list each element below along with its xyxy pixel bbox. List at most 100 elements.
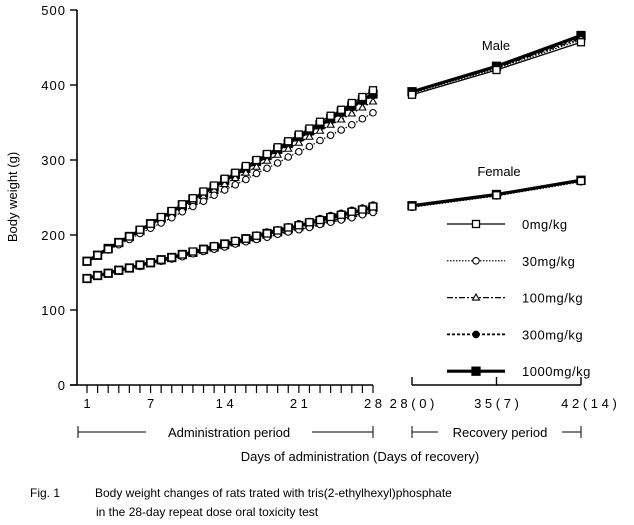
- series-male-30mg-per-kg-point: [263, 164, 271, 173]
- x-tick-label: 1 4: [216, 396, 234, 411]
- x-tick-label: 2 8: [364, 396, 382, 411]
- y-tick-label: 400: [41, 78, 66, 93]
- series-male-0mg-per-kg-point: [93, 251, 102, 260]
- series-male-30mg-per-kg-point: [295, 147, 303, 156]
- series-male-100mg-per-kg-point: [368, 96, 378, 105]
- series-male-30mg-per-kg-point: [178, 207, 187, 216]
- legend: 0mg/kg 30mg/kg 100mg/kg 300mg/kg 1000mg/kg: [447, 217, 591, 379]
- series-female-0mg-per-kg-point: [125, 263, 134, 273]
- series-male-100mg-per-kg-point: [273, 150, 283, 158]
- legend-marker: [471, 219, 481, 229]
- series-male-0mg-per-kg-point: [273, 143, 282, 152]
- series-female-0mg-per-kg-point: [326, 212, 335, 222]
- series-male-0mg-per-kg-point: [326, 111, 335, 120]
- series-male-100mg-per-kg-point: [262, 156, 272, 164]
- y-tick-label: 0: [58, 378, 66, 393]
- series-male-30mg-per-kg-point: [358, 114, 367, 123]
- admin-period-label: Administration period: [168, 425, 290, 440]
- recovery-tick-label: 4 2 ( 1 4 ): [561, 396, 617, 411]
- series-lines: [86, 33, 582, 281]
- series-male-30mg-per-kg-point: [199, 197, 208, 206]
- y-tick-label: 500: [41, 3, 66, 18]
- series-male-100mg-per-kg-point: [252, 162, 261, 170]
- series-female-0mg-per-kg-point: [576, 176, 586, 186]
- series-male-0mg-per-kg-point: [209, 181, 219, 190]
- series-male-0mg-per-kg-point: [231, 168, 240, 177]
- series-male-0mg-per-kg-point: [82, 257, 92, 266]
- y-tick-label: 300: [41, 153, 66, 168]
- series-male-0mg-per-kg-point: [407, 90, 417, 99]
- series-female-0mg-per-kg-point: [368, 202, 378, 211]
- series-male-30mg-per-kg-admin-line: [86, 112, 374, 262]
- y-tick-label: 200: [41, 228, 66, 243]
- series-male-0mg-per-kg-point: [199, 187, 208, 196]
- x-tick-label: 2 1: [290, 396, 308, 411]
- series-male-30mg-per-kg-point: [242, 175, 250, 184]
- axes: 0 100 200 300 400 500 1 7 1 4 2 1 2 8 2 8 ( 0 ) 3 5 …: [41, 3, 617, 441]
- series-female-0mg-per-kg-point: [135, 260, 145, 270]
- series-male-100mg-per-kg-point: [294, 138, 304, 146]
- series-male-100mg-per-kg-admin-line: [86, 100, 374, 262]
- series-male-100mg-per-kg-point: [230, 173, 240, 182]
- male-label: Male: [482, 38, 510, 53]
- series-male-30mg-per-kg-point: [231, 180, 240, 189]
- series-female-0mg-per-kg-point: [241, 234, 251, 243]
- series-female-0mg-per-kg-point: [273, 226, 282, 235]
- series-male-0mg-per-kg-point: [220, 174, 229, 183]
- series-female-0mg-per-kg-point: [93, 271, 102, 280]
- legend-label: 30mg/kg: [522, 254, 575, 269]
- legend-label: 1000mg/kg: [522, 364, 591, 379]
- series-male-30mg-per-kg-point: [326, 131, 335, 140]
- series-male-0mg-per-kg-point: [135, 225, 145, 234]
- legend-label: 0mg/kg: [522, 217, 568, 232]
- y-axis-label: Body weight (g): [5, 152, 20, 242]
- series-female-0mg-per-kg-point: [146, 258, 155, 267]
- series-male-0mg-per-kg-point: [114, 238, 123, 247]
- series-male-30mg-per-kg-point: [316, 136, 324, 145]
- series-male-0mg-per-kg-point: [262, 149, 272, 159]
- series-male-0mg-per-kg-point: [284, 137, 293, 146]
- series-male-100mg-per-kg-point: [315, 126, 325, 134]
- series-female-0mg-per-kg-point: [294, 221, 304, 230]
- recovery-tick-label: 3 5 ( 7 ): [474, 396, 519, 411]
- series-male-0mg-per-kg-admin-line: [86, 89, 374, 262]
- caption-label: Fig. 1: [30, 486, 60, 500]
- series-male-0mg-per-kg-point: [252, 155, 261, 165]
- recovery-period-label: Recovery period: [453, 425, 548, 440]
- series-male-100mg-per-kg-point: [241, 168, 251, 176]
- series-male-0mg-per-kg-point: [337, 105, 346, 114]
- caption-line1: Body weight changes of rats trated with …: [95, 486, 452, 500]
- series-female-0mg-per-kg-point: [104, 269, 113, 278]
- legend-marker: [472, 256, 480, 265]
- series-male-0mg-per-kg-point: [188, 194, 198, 203]
- series-male-30mg-per-kg-point: [337, 126, 346, 134]
- recovery-period-label-bg: [438, 423, 562, 441]
- series-male-30mg-per-kg-point: [252, 169, 261, 178]
- series-male-0mg-per-kg-point: [156, 212, 166, 222]
- series-female-0mg-per-kg-point: [114, 266, 123, 275]
- admin-period-label-bg: [146, 423, 312, 441]
- series-female-0mg-per-kg-point: [252, 231, 261, 240]
- series-female-0mg-per-kg-point: [188, 247, 198, 256]
- series-female-0mg-per-kg-point: [305, 218, 314, 227]
- x-axis-label: Days of administration (Days of recovery…: [241, 449, 479, 464]
- series-male-30mg-per-kg-point: [189, 202, 197, 211]
- series-male-30mg-per-kg-point: [273, 159, 282, 167]
- series-male-30mg-per-kg-point: [210, 191, 218, 200]
- series-male-0mg-per-kg-point: [576, 38, 586, 47]
- series-female-0mg-per-kg-point: [347, 207, 356, 216]
- series-male-100mg-per-kg-point: [283, 144, 293, 152]
- series-female-30mg-per-kg-admin-line: [86, 211, 374, 280]
- series-female-0mg-per-kg-point: [167, 253, 176, 262]
- series-male-0mg-per-kg-point: [294, 130, 304, 139]
- series-female-0mg-per-kg-point: [156, 255, 166, 264]
- series-female-0mg-per-kg-point: [337, 210, 346, 219]
- series-male-30mg-per-kg-point: [305, 142, 314, 151]
- series-female-0mg-per-kg-point: [231, 236, 240, 246]
- series-male-0mg-per-kg-point: [305, 124, 314, 133]
- series-male-30mg-per-kg-point: [284, 153, 293, 161]
- female-label: Female: [477, 164, 520, 179]
- y-tick-label: 100: [41, 303, 66, 318]
- series-male-0mg-per-kg-point: [178, 200, 187, 209]
- series-male-30mg-per-kg-point: [369, 108, 377, 117]
